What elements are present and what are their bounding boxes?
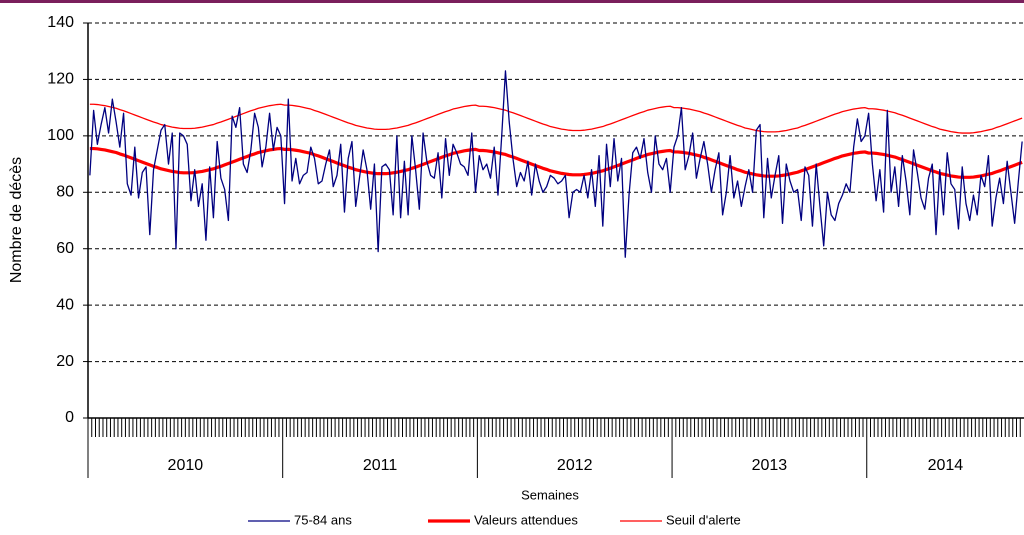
y-axis-title: Nombre de décès [8, 157, 25, 283]
year-label: 2011 [363, 457, 398, 474]
y-tick-label: 140 [47, 14, 74, 31]
y-tick-label: 0 [65, 409, 74, 426]
frame-top [0, 0, 1024, 3]
y-tick-label: 120 [47, 71, 74, 88]
series-line [89, 146, 1023, 179]
legend-label: Valeurs attendues [474, 512, 578, 527]
year-label: 2014 [928, 457, 964, 474]
legend-label: Seuil d'alerte [666, 512, 741, 527]
year-label: 2013 [752, 457, 788, 474]
year-label: 2010 [168, 457, 204, 474]
y-tick-label: 60 [56, 240, 74, 257]
series-line [89, 103, 1023, 134]
y-tick-label: 40 [56, 296, 74, 313]
series-line [89, 70, 1023, 258]
legend-label: 75-84 ans [294, 512, 352, 527]
year-label: 2012 [557, 457, 593, 474]
x-axis-title: Semaines [521, 487, 579, 502]
y-tick-label: 80 [56, 184, 74, 201]
y-tick-label: 100 [47, 127, 74, 144]
y-tick-label: 20 [56, 353, 74, 370]
